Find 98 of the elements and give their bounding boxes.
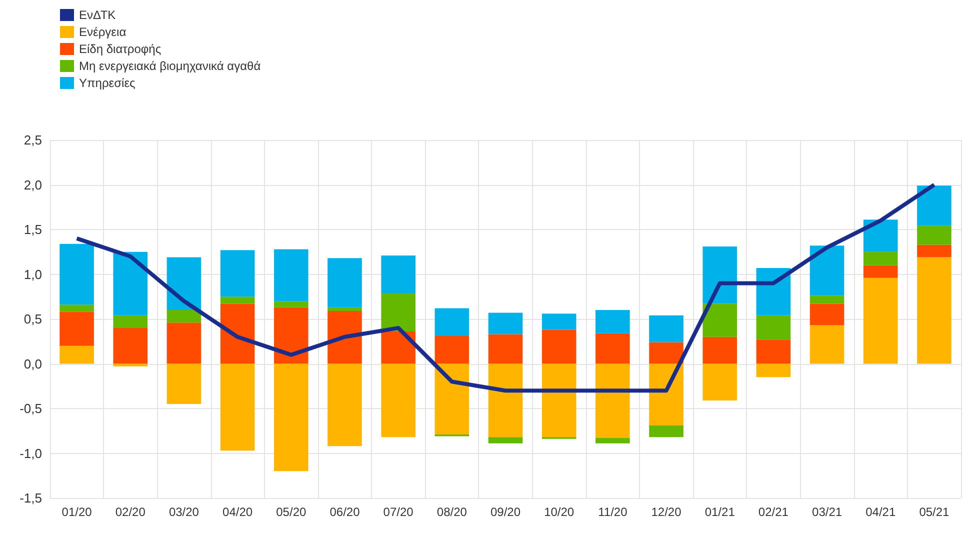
x-tick-label: 08/20: [436, 505, 468, 519]
bar: [381, 255, 416, 294]
bar: [649, 342, 684, 364]
bar: [649, 426, 684, 438]
bar: [810, 304, 844, 326]
bar: [220, 364, 255, 451]
bar: [917, 226, 952, 245]
bar: [596, 364, 630, 438]
y-tick-label: -1,0: [20, 446, 42, 461]
bar: [60, 346, 94, 364]
bar: [328, 307, 362, 311]
bar: [381, 293, 416, 332]
bar: [434, 336, 470, 364]
bar: [488, 437, 523, 444]
y-tick-label: 0,0: [24, 356, 42, 372]
bar: [113, 364, 148, 366]
bar: [917, 257, 952, 364]
bar: [649, 315, 684, 342]
bar: [488, 364, 523, 438]
x-tick-label: 09/20: [490, 505, 521, 519]
bar: [166, 257, 202, 310]
bar: [702, 364, 737, 400]
bar: [274, 301, 308, 308]
y-tick-label: 1,5: [24, 222, 42, 237]
bar: [702, 246, 737, 304]
x-tick-label: 01/20: [62, 505, 92, 519]
bar: [917, 244, 952, 258]
bar: [917, 186, 952, 226]
bar: [542, 314, 576, 330]
bar: [328, 310, 362, 364]
x-tick-label: 05/20: [276, 505, 306, 519]
bar: [166, 322, 202, 364]
x-tick-label: 02/21: [758, 505, 789, 519]
y-tick-label: 2,0: [24, 177, 42, 192]
x-tick-label: 05/21: [919, 505, 950, 519]
x-tick-label: 04/21: [866, 505, 896, 519]
legend-label: Υπηρεσίες: [79, 76, 136, 90]
bar: [702, 336, 737, 364]
bar: [60, 312, 94, 346]
y-tick-label: 2,5: [24, 132, 42, 148]
x-tick-label: 01/21: [704, 505, 736, 519]
y-tick-label: -0,5: [20, 401, 42, 416]
x-tick-label: 11/20: [598, 505, 628, 519]
bar: [220, 304, 255, 364]
y-tick-label: -1,5: [20, 490, 42, 506]
x-tick-label: 04/20: [222, 505, 253, 519]
bar: [756, 364, 791, 378]
bar: [863, 220, 898, 252]
bar: [596, 438, 630, 444]
bar: [702, 304, 737, 337]
bar: [381, 364, 416, 438]
bar: [60, 244, 94, 305]
bar: [649, 364, 684, 426]
line-series: [74, 182, 936, 393]
legend-label: Ενέργεια: [79, 25, 126, 39]
bar: [863, 278, 898, 364]
bar: [60, 304, 94, 312]
bar: [113, 252, 148, 316]
x-tick-label: 03/20: [168, 505, 200, 519]
bar: [810, 325, 844, 364]
legend-label: ΕνΔΤΚ: [79, 8, 116, 22]
bar: [863, 265, 898, 278]
bar: [166, 364, 202, 404]
x-tick-label: 12/20: [651, 505, 682, 519]
bar: [220, 250, 255, 297]
x-tick-label: 03/21: [812, 505, 842, 519]
bar: [434, 308, 470, 336]
bar: [756, 315, 791, 340]
y-tick-label: 0,5: [24, 312, 42, 326]
bar: [113, 315, 148, 328]
bar: [488, 312, 523, 334]
bar: [810, 296, 844, 304]
bar: [756, 340, 791, 364]
bar: [166, 310, 202, 323]
bar: [863, 252, 898, 266]
x-tick-label: 02/20: [115, 505, 146, 519]
bar: [434, 364, 470, 434]
bar: [488, 334, 523, 364]
bar: [274, 249, 308, 302]
bar: [274, 307, 308, 364]
x-tick-label: 10/20: [544, 505, 574, 519]
bar: [274, 364, 308, 472]
legend-label: Μη ενεργειακά βιομηχανικά αγαθά: [79, 59, 261, 73]
bar: [596, 310, 630, 334]
bar: [328, 258, 362, 308]
x-tick-label: 07/20: [383, 505, 414, 519]
bar: [810, 246, 844, 296]
bar: [542, 330, 576, 364]
bar: [756, 268, 791, 316]
bar: [542, 364, 576, 438]
bar: [113, 328, 148, 364]
y-tick-label: 1,0: [24, 266, 42, 282]
bar: [596, 333, 630, 364]
x-tick-label: 06/20: [330, 505, 360, 519]
bar: [381, 332, 416, 364]
legend-label: Είδη διατροφής: [79, 42, 162, 56]
bar: [220, 296, 255, 304]
bar: [328, 364, 362, 446]
